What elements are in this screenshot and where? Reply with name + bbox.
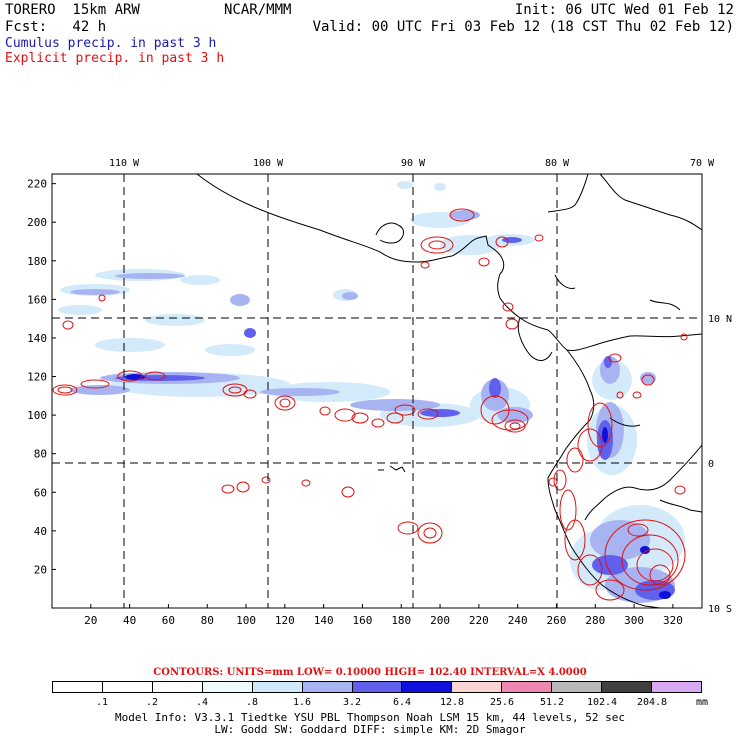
lat-lon-grid xyxy=(52,174,702,608)
cumulus-field-label: Cumulus precip. in past 3 h xyxy=(5,36,217,51)
left-tick-label: 80 xyxy=(34,448,47,461)
legend-swatch xyxy=(152,682,203,692)
legend-swatch xyxy=(652,682,701,692)
left-tick-label: 200 xyxy=(27,216,47,229)
legend-swatch xyxy=(402,682,453,692)
longitude-label: 80 W xyxy=(545,158,570,169)
model-info-line2: LW: Godd SW: Goddard DIFF: simple KM: 2D… xyxy=(214,723,526,736)
legend-label: 3.2 xyxy=(342,697,362,708)
latitude-label: 10 N xyxy=(708,314,732,325)
bottom-tick-label: 280 xyxy=(585,614,605,627)
legend-swatch xyxy=(502,682,553,692)
bottom-tick-label: 120 xyxy=(275,614,295,627)
init-time: Init: 06 UTC Wed 01 Feb 12 xyxy=(514,2,734,18)
model-info-line1: Model Info: V3.3.1 Tiedtke YSU PBL Thomp… xyxy=(115,711,625,724)
longitude-label: 110 W xyxy=(109,158,140,169)
legend-label: 6.4 xyxy=(392,697,412,708)
bottom-tick-label: 40 xyxy=(123,614,136,627)
model-title: TORERO 15km ARW xyxy=(5,2,140,18)
left-tick-label: 220 xyxy=(27,178,47,191)
legend-label: .4 xyxy=(195,697,209,708)
left-tick-label: 180 xyxy=(27,255,47,268)
bottom-tick-label: 180 xyxy=(391,614,411,627)
left-tick-label: 160 xyxy=(27,293,47,306)
bottom-tick-label: 260 xyxy=(547,614,567,627)
legend-label: 25.6 xyxy=(489,697,515,708)
bottom-tick-label: 240 xyxy=(508,614,528,627)
legend-label: 51.2 xyxy=(539,697,565,708)
legend-label: .2 xyxy=(145,697,159,708)
explicit-field-label: Explicit precip. in past 3 h xyxy=(5,51,225,66)
latitude-label: 0 xyxy=(708,459,714,470)
bottom-tick-label: 220 xyxy=(469,614,489,627)
longitude-label: 70 W xyxy=(690,158,715,169)
organization-label: NCAR/MMM xyxy=(224,2,292,18)
legend-label: 102.4 xyxy=(586,697,618,708)
map-frame xyxy=(51,173,703,609)
legend-label: .1 xyxy=(95,697,109,708)
left-tick-label: 20 xyxy=(34,563,47,576)
longitude-labels: 110 W 100 W 90 W 80 W 70 W xyxy=(109,158,715,169)
latitude-labels: 10 N 0 10 S xyxy=(708,314,732,615)
legend-swatch xyxy=(452,682,503,692)
left-tick-label: 60 xyxy=(34,486,47,499)
legend-swatch xyxy=(202,682,253,692)
forecast-hour: Fcst: 42 h xyxy=(5,19,107,35)
contours-info: CONTOURS: UNITS=mm LOW= 0.10000 HIGH= 10… xyxy=(153,667,587,678)
left-tick-label: 100 xyxy=(27,409,47,422)
bottom-axis-ticks: 20 40 60 80 100 120 140 160 180 200 220 240 260 280 30… xyxy=(84,604,683,627)
legend-swatch xyxy=(53,682,103,692)
bottom-tick-label: 320 xyxy=(663,614,683,627)
latitude-label: 10 S xyxy=(708,604,732,615)
bottom-tick-label: 140 xyxy=(314,614,334,627)
legend-swatch xyxy=(602,682,653,692)
legend-label: .8 xyxy=(245,697,259,708)
explicit-precip-contours xyxy=(52,208,688,601)
coastlines xyxy=(196,174,702,608)
longitude-label: 100 W xyxy=(253,158,284,169)
cumulus-precip-field xyxy=(58,181,685,603)
left-tick-label: 140 xyxy=(27,332,47,345)
legend-unit: mm xyxy=(696,697,709,708)
legend-label: 1.6 xyxy=(292,697,312,708)
left-axis-ticks: 20 40 60 80 100 120 140 160 180 200 220 xyxy=(27,178,56,576)
bottom-tick-label: 160 xyxy=(353,614,373,627)
legend-swatch xyxy=(102,682,153,692)
left-tick-label: 40 xyxy=(34,525,47,538)
valid-time: Valid: 00 UTC Fri 03 Feb 12 (18 CST Thu … xyxy=(312,19,734,35)
legend-swatch xyxy=(352,682,403,692)
color-legend xyxy=(52,681,702,693)
legend-label: 12.8 xyxy=(439,697,465,708)
bottom-tick-label: 80 xyxy=(201,614,214,627)
legend-swatch xyxy=(302,682,353,692)
bottom-tick-label: 20 xyxy=(84,614,97,627)
bottom-tick-label: 100 xyxy=(236,614,256,627)
bottom-tick-label: 200 xyxy=(430,614,450,627)
bottom-tick-label: 60 xyxy=(162,614,175,627)
bottom-tick-label: 300 xyxy=(624,614,644,627)
legend-swatch xyxy=(252,682,303,692)
longitude-label: 90 W xyxy=(401,158,426,169)
left-tick-label: 120 xyxy=(27,371,47,384)
legend-label: 204.8 xyxy=(636,697,668,708)
legend-swatch xyxy=(552,682,603,692)
